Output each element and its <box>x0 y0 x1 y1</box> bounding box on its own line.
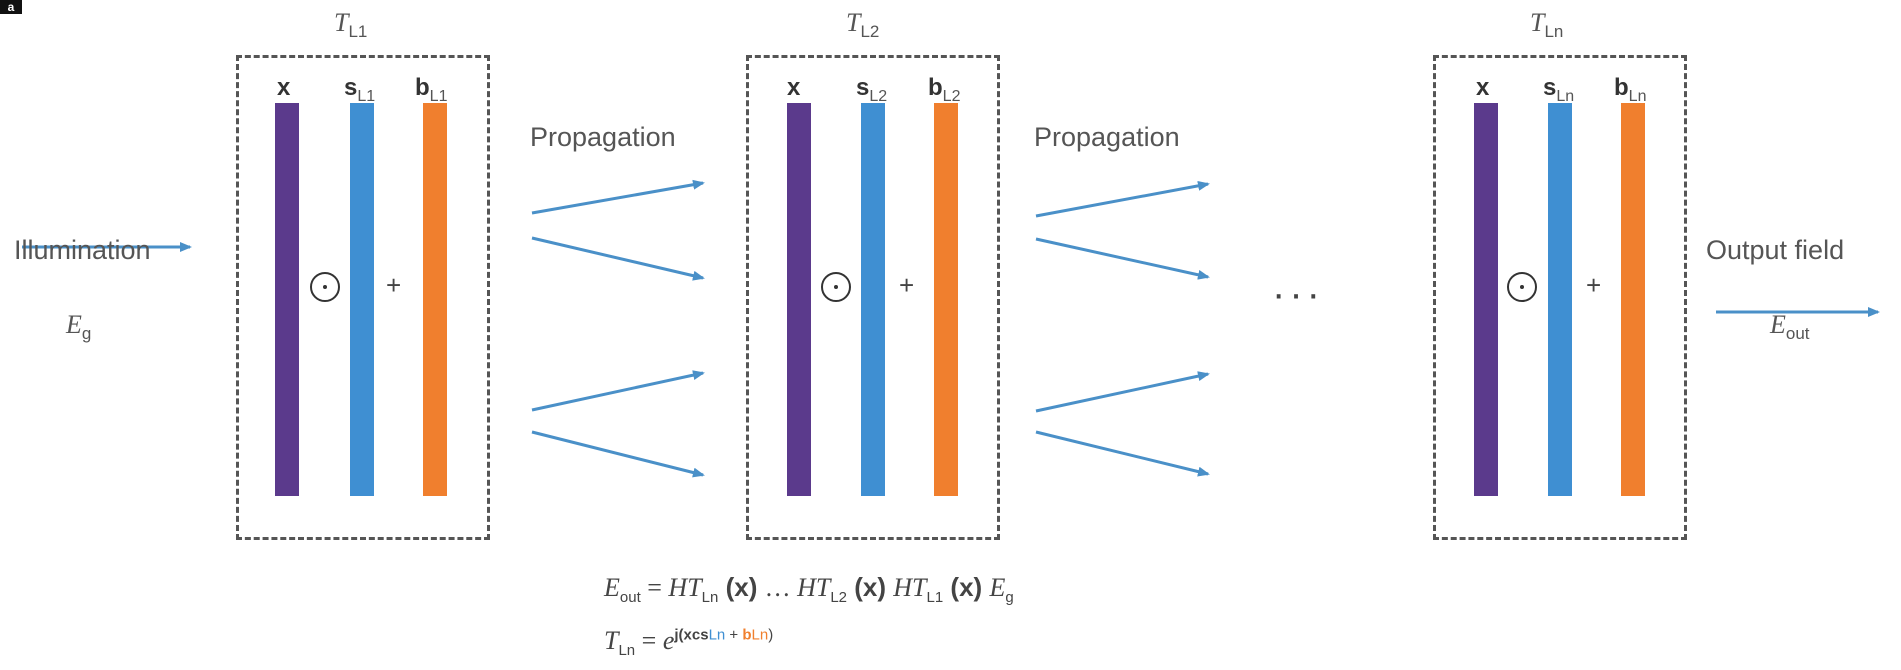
s-label: sL2 <box>856 74 888 105</box>
b-label: bLn <box>1614 74 1647 105</box>
layer-title-l1: TL1 <box>334 8 368 42</box>
plus-sign: + <box>386 270 402 300</box>
propagation-ray <box>531 430 705 478</box>
x-bar <box>787 103 811 496</box>
layer-box-ln <box>1433 55 1687 540</box>
propagation-ray <box>531 179 705 215</box>
x-bar <box>275 103 299 496</box>
output-label: Output field <box>1706 235 1845 265</box>
propagation-ray <box>1035 371 1210 413</box>
transmission-equation: TLn = ej(xcsLn + bLn) <box>604 626 774 660</box>
s-bar <box>350 103 374 496</box>
propagation-label: Propagation <box>530 122 676 152</box>
b-label: bL2 <box>928 74 961 105</box>
s-label: sLn <box>1543 74 1575 105</box>
x-bar <box>1474 103 1498 496</box>
b-bar <box>1621 103 1645 496</box>
output-field: Eout <box>1770 310 1810 344</box>
layer-ellipsis: ··· <box>1272 272 1324 316</box>
hadamard-product-icon <box>821 272 851 302</box>
propagation-ray <box>1035 180 1210 218</box>
panel-letter: a <box>0 0 22 14</box>
layer-box-l2 <box>746 55 1000 540</box>
s-label: sL1 <box>344 74 376 105</box>
layer-box-l1 <box>236 55 490 540</box>
b-bar <box>423 103 447 496</box>
x-label: x <box>277 74 291 101</box>
illumination-field: Eg <box>66 310 92 344</box>
s-bar <box>861 103 885 496</box>
layer-title-l2: TL2 <box>846 8 880 42</box>
forward-model-equation: Eout = HTLn (x) … HTL2 (x) HTL1 (x) Eg <box>604 572 1014 607</box>
x-label: x <box>787 74 801 101</box>
propagation-ray <box>531 370 705 412</box>
plus-sign: + <box>899 270 915 300</box>
propagation-ray <box>1035 430 1210 477</box>
x-label: x <box>1476 74 1490 101</box>
b-bar <box>934 103 958 496</box>
s-bar <box>1548 103 1572 496</box>
hadamard-product-icon <box>310 272 340 302</box>
layer-title-ln: TLn <box>1530 8 1564 42</box>
propagation-label: Propagation <box>1034 122 1180 152</box>
propagation-ray <box>531 236 705 281</box>
b-label: bL1 <box>415 74 448 105</box>
hadamard-product-icon <box>1507 272 1537 302</box>
propagation-ray <box>1035 237 1210 280</box>
illumination-label: Illumination <box>14 235 151 265</box>
plus-sign: + <box>1586 270 1602 300</box>
